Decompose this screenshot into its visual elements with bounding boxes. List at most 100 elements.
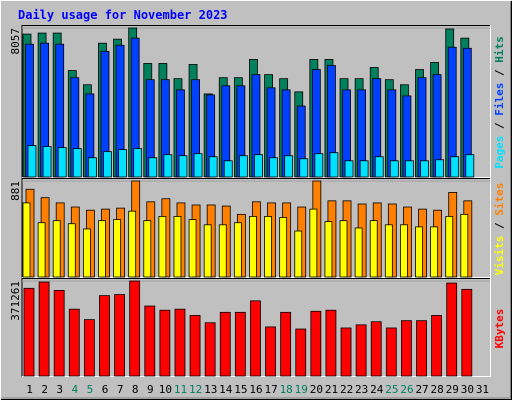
x-tick-label: 8: [132, 383, 139, 396]
bar: [416, 320, 427, 377]
x-tick-label: 21: [325, 383, 338, 396]
bar: [158, 216, 167, 278]
x-tick-label: 1: [26, 383, 33, 396]
bar: [188, 219, 197, 278]
bar: [193, 153, 203, 178]
legend-separator: /: [493, 116, 506, 136]
bar: [53, 289, 65, 377]
bar: [384, 224, 393, 278]
bar: [295, 328, 307, 377]
bar: [284, 155, 294, 178]
legend: Pages / Files / Hits: [493, 36, 506, 169]
legend-entry: Hits: [493, 36, 506, 63]
bar: [27, 145, 37, 178]
x-tick-label: 26: [400, 383, 413, 396]
bar: [374, 156, 384, 178]
x-tick-label: 19: [295, 383, 308, 396]
plot-border: [22, 278, 491, 377]
bar: [37, 222, 46, 278]
x-tick-label: 13: [204, 383, 217, 396]
bar: [279, 217, 288, 278]
x-tick-label: 6: [102, 383, 109, 396]
x-tick-label: 17: [264, 383, 277, 396]
bar: [67, 223, 76, 278]
y-tick-label: 371261: [9, 281, 22, 321]
bar: [22, 202, 31, 278]
bar: [72, 148, 82, 178]
bar: [445, 216, 454, 278]
legend: KBytes: [493, 309, 506, 349]
y-tick-label: 881: [9, 181, 22, 201]
legend-separator: /: [493, 63, 506, 83]
bar: [144, 305, 156, 377]
bar: [415, 226, 423, 278]
x-tick-label: 18: [280, 383, 293, 396]
bar: [118, 149, 127, 178]
bar: [299, 158, 309, 178]
x-tick-label: 30: [461, 383, 474, 396]
bar: [174, 308, 186, 377]
legend-entry: Files: [493, 83, 506, 116]
x-tick-label: 20: [310, 383, 323, 396]
bar: [87, 157, 97, 178]
bar: [431, 315, 443, 377]
bar: [234, 311, 246, 377]
bar: [264, 216, 272, 278]
plot-border: [22, 25, 491, 178]
x-tick-label: 29: [446, 383, 459, 396]
bar: [250, 300, 261, 377]
plot-border: [21, 25, 490, 178]
x-tick-label: 12: [189, 383, 202, 396]
legend-separator: /: [493, 216, 506, 236]
bar: [309, 208, 318, 278]
bar: [400, 224, 408, 278]
bar: [405, 160, 414, 178]
bar: [68, 308, 80, 377]
legend-entry: KBytes: [493, 309, 506, 349]
bar: [204, 322, 216, 377]
bar: [446, 282, 458, 377]
bar: [460, 213, 469, 278]
x-tick-label: 25: [385, 383, 398, 396]
x-tick-label: 28: [431, 383, 444, 396]
bar: [99, 295, 110, 377]
x-tick-label: 4: [72, 383, 79, 396]
bar: [189, 315, 201, 377]
bar: [233, 222, 242, 278]
x-tick-label: 11: [174, 383, 187, 396]
bar: [339, 220, 348, 278]
bar: [450, 156, 460, 178]
bar: [163, 154, 173, 178]
x-tick-label: 14: [219, 383, 233, 396]
bar: [325, 309, 337, 377]
bar: [238, 155, 248, 178]
x-tick-label: 27: [415, 383, 428, 396]
plot-border: [22, 178, 491, 278]
plot-border: [21, 178, 490, 278]
legend-entry: Pages: [493, 136, 506, 169]
bar: [249, 216, 257, 278]
x-tick-label: 31: [476, 383, 489, 396]
bar: [178, 155, 188, 178]
bar: [208, 156, 218, 178]
bar: [83, 319, 95, 377]
bar: [385, 327, 397, 377]
x-tick-label: 9: [147, 383, 154, 396]
bar: [314, 153, 324, 178]
bar: [82, 228, 91, 278]
bar: [435, 159, 445, 178]
bar: [143, 220, 152, 278]
chart-title: Daily usage for November 2023: [18, 8, 228, 22]
bar: [223, 160, 233, 178]
bar: [173, 216, 182, 278]
bar: [280, 311, 292, 377]
x-tick-label: 23: [355, 383, 368, 396]
bar: [340, 327, 352, 377]
bar: [324, 221, 333, 278]
bar: [52, 220, 61, 278]
bar: [294, 230, 303, 278]
x-tick-label: 15: [234, 383, 247, 396]
